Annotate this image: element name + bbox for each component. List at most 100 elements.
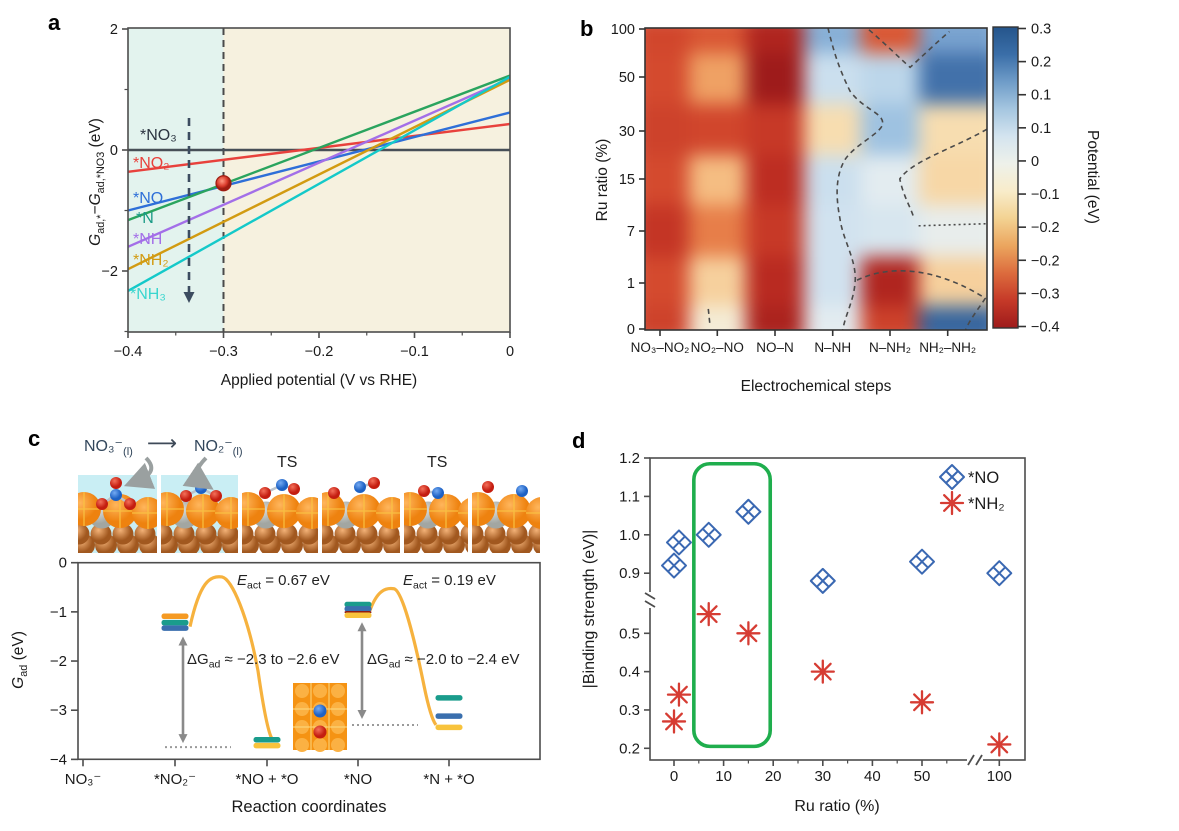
oxygen-atom: [328, 487, 340, 499]
y-label-G2: G: [87, 193, 105, 206]
y-tick-label: 0.5: [619, 625, 640, 642]
contour-line-1: [868, 29, 950, 69]
contour-line-dotted: [918, 222, 988, 227]
panel-d-plot: *NO *NH₂ 0 10 20 30 40 50 100 1.2 1.1 1.0 0.9 0.5 0.4 0…: [619, 450, 1026, 785]
heat-cell-r4-c3: [803, 205, 862, 257]
state-tick-label: *NO₂⁻: [154, 771, 196, 788]
series-label-*NO₃: *NO₃: [140, 127, 177, 144]
level-bar-*NO + *O: [253, 736, 281, 743]
copper-atom: [528, 523, 540, 545]
state-tick-label: *NO: [344, 771, 372, 788]
x-tick-label: 50: [914, 768, 931, 785]
heat-cell-r1-c4: [861, 53, 919, 104]
inset-cu-atom: [295, 738, 309, 752]
y-label-unit: (eV): [87, 118, 105, 152]
ru-ratio-tick-label: 30: [619, 124, 635, 140]
heat-cell-r5-c0: [645, 257, 689, 306]
heat-cell-r6-c2: [746, 306, 804, 330]
heat-cell-r6-c4: [861, 306, 919, 330]
step-tick-label: NO–N: [756, 340, 794, 355]
structure-thumbnail-5: [404, 475, 468, 553]
arrowhead-icon: [183, 292, 195, 303]
x-tick-label: 10: [715, 768, 732, 785]
step-tick-label: NH₂–NH₂: [919, 340, 976, 355]
series-label-*NH: *NH: [133, 231, 162, 248]
plot-frame: [649, 457, 1026, 761]
y-label-G1: G: [87, 233, 105, 246]
level-bar-*NO + *O: [253, 742, 281, 749]
x-axis-break-icon: [967, 754, 983, 766]
heat-cell-r3-c3: [803, 155, 862, 205]
colorbar-tick-label: −0.2: [1031, 253, 1060, 269]
inset-cu-atom: [295, 684, 309, 698]
y-tick-label: −2: [50, 653, 67, 670]
legend-label-NO: *NO: [968, 469, 999, 487]
panel-a-x-axis-label: Applied potential (V vs RHE): [220, 372, 418, 389]
legend-marker-NH2: [939, 490, 965, 516]
ru-ratio-tick-label: 100: [611, 22, 635, 38]
level-bar-*NO: [344, 612, 372, 619]
y-label-sub1: ad,*: [94, 214, 107, 234]
barrier-curve-1: [188, 575, 274, 740]
x-tick-label: 0: [506, 344, 514, 360]
panel-b-y-axis-label: Ru ratio (%): [594, 138, 611, 222]
heat-cell-r6-c3: [803, 306, 862, 330]
x-tick-label: 40: [864, 768, 881, 785]
copper-atom: [161, 523, 173, 545]
heat-cell-r5-c1: [688, 257, 747, 306]
lattice-grid-line: [186, 494, 220, 528]
copper-atom: [484, 523, 506, 545]
y-tick-label: 0.3: [619, 702, 640, 719]
y-axis-break-icon: [644, 592, 656, 608]
panel-c-y-axis-label: Gad (eV): [10, 631, 30, 689]
panel-c-plot: 0 −1 −2 −3 −4 NO₃⁻ *NO₂⁻ *NO + *O *NO *N + *O: [50, 456, 541, 788]
heat-cell-r2-c2: [746, 104, 804, 155]
heat-cell-r4-c4: [861, 205, 919, 257]
nitrogen-atom: [354, 481, 366, 493]
x-tick-label: −0.3: [209, 344, 238, 360]
y-tick-label: −4: [50, 751, 67, 768]
ts-label-1: TS: [277, 454, 298, 471]
oxygen-atom: [96, 498, 108, 510]
contour-line-4: [707, 308, 711, 326]
panel-c-x-axis-label: Reaction coordinates: [231, 798, 387, 816]
x-tick-label: 20: [765, 768, 782, 785]
marker-NO-100: [986, 560, 1013, 587]
copper-atom: [112, 523, 134, 545]
eact-label-2: Eact = 0.19 eV: [403, 572, 496, 592]
series-line-*N: [127, 74, 511, 222]
curved-arrow-1: [123, 456, 156, 489]
copper-atom: [242, 523, 254, 545]
lattice-grid-line: [347, 494, 381, 528]
panel-b-x-axis-label: Electrochemical steps: [740, 378, 892, 395]
inset-top-view: [293, 683, 347, 752]
structure-thumbnail-6: [472, 475, 540, 553]
marker-NO-30: [809, 567, 836, 594]
background-region-1: [223, 28, 510, 332]
colorbar-tick-label: 0.3: [1031, 22, 1051, 38]
colorbar-tick-label: 0.1: [1031, 121, 1051, 137]
y-tick-label: 0.9: [619, 565, 640, 582]
oxygen-atom: [210, 490, 222, 502]
heat-cell-r4-c0: [645, 205, 689, 257]
delta-g-arrow-1-head-top: [178, 636, 188, 646]
lattice-grid-line: [161, 492, 184, 526]
step-tick-label: N–NH: [814, 340, 851, 355]
y-tick-label: −2: [101, 264, 118, 280]
contour-line-2: [898, 128, 988, 218]
x-tick-label: −0.2: [305, 344, 334, 360]
heat-cell-r1-c2: [746, 53, 804, 104]
heat-cell-r3-c5: [918, 155, 987, 205]
oxygen-atom: [418, 485, 430, 497]
heat-cell-r0-c1: [688, 28, 747, 53]
x-tick-label: 0: [670, 768, 678, 785]
lattice-grid-line: [376, 497, 400, 529]
heat-cell-r2-c3: [803, 104, 862, 155]
copper-atom: [404, 523, 416, 545]
colorbar-tick-label: −0.1: [1031, 187, 1060, 203]
series-line-*NH₃: [127, 75, 511, 293]
nitrogen-atom: [110, 489, 122, 501]
inset-nitrogen-atom: [313, 704, 327, 718]
inset-oxygen-atom: [313, 725, 327, 739]
